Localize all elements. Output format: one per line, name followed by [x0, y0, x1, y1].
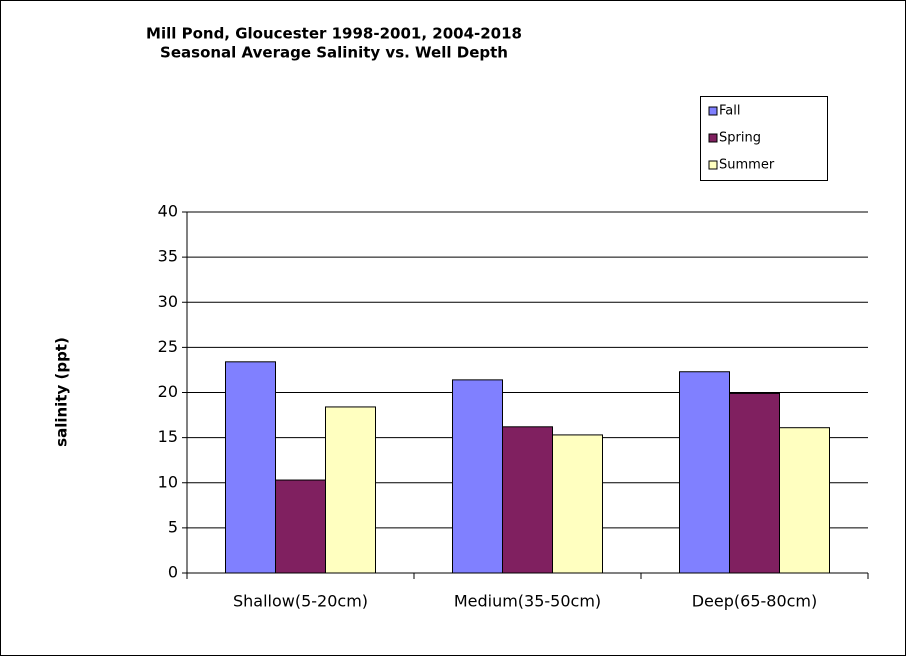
- bar: [729, 392, 780, 574]
- y-tick-label: 10: [158, 472, 178, 491]
- legend-label: Fall: [719, 104, 740, 119]
- legend-box: [700, 96, 828, 181]
- bar: [275, 479, 326, 574]
- legend-label: Summer: [719, 158, 775, 173]
- bar: [779, 427, 830, 574]
- bar: [325, 406, 376, 574]
- y-tick-label: 0: [168, 563, 178, 582]
- y-axis-label: salinity (ppt): [53, 337, 71, 447]
- chart-title: Mill Pond, Gloucester 1998-2001, 2004-20…: [146, 25, 522, 43]
- y-tick-label: 30: [158, 292, 178, 311]
- bar: [679, 371, 730, 574]
- bar: [552, 434, 603, 574]
- x-tick-label: Medium(35-50cm): [454, 592, 601, 611]
- y-tick-label: 25: [158, 337, 178, 356]
- y-tick-label: 15: [158, 427, 178, 446]
- x-tick-label: Shallow(5-20cm): [233, 592, 368, 611]
- y-tick-label: 20: [158, 382, 178, 401]
- bar: [452, 379, 503, 574]
- chart-subtitle: Seasonal Average Salinity vs. Well Depth: [160, 44, 508, 62]
- y-tick-label: 5: [168, 517, 178, 536]
- legend-swatch: [708, 106, 718, 116]
- y-tick-label: 40: [158, 202, 178, 221]
- legend-swatch: [708, 133, 718, 143]
- legend-swatch: [708, 160, 718, 170]
- bar: [225, 361, 276, 574]
- bar: [502, 426, 553, 574]
- legend-label: Spring: [719, 131, 761, 146]
- y-tick-label: 35: [158, 247, 178, 266]
- x-tick-label: Deep(65-80cm): [692, 592, 818, 611]
